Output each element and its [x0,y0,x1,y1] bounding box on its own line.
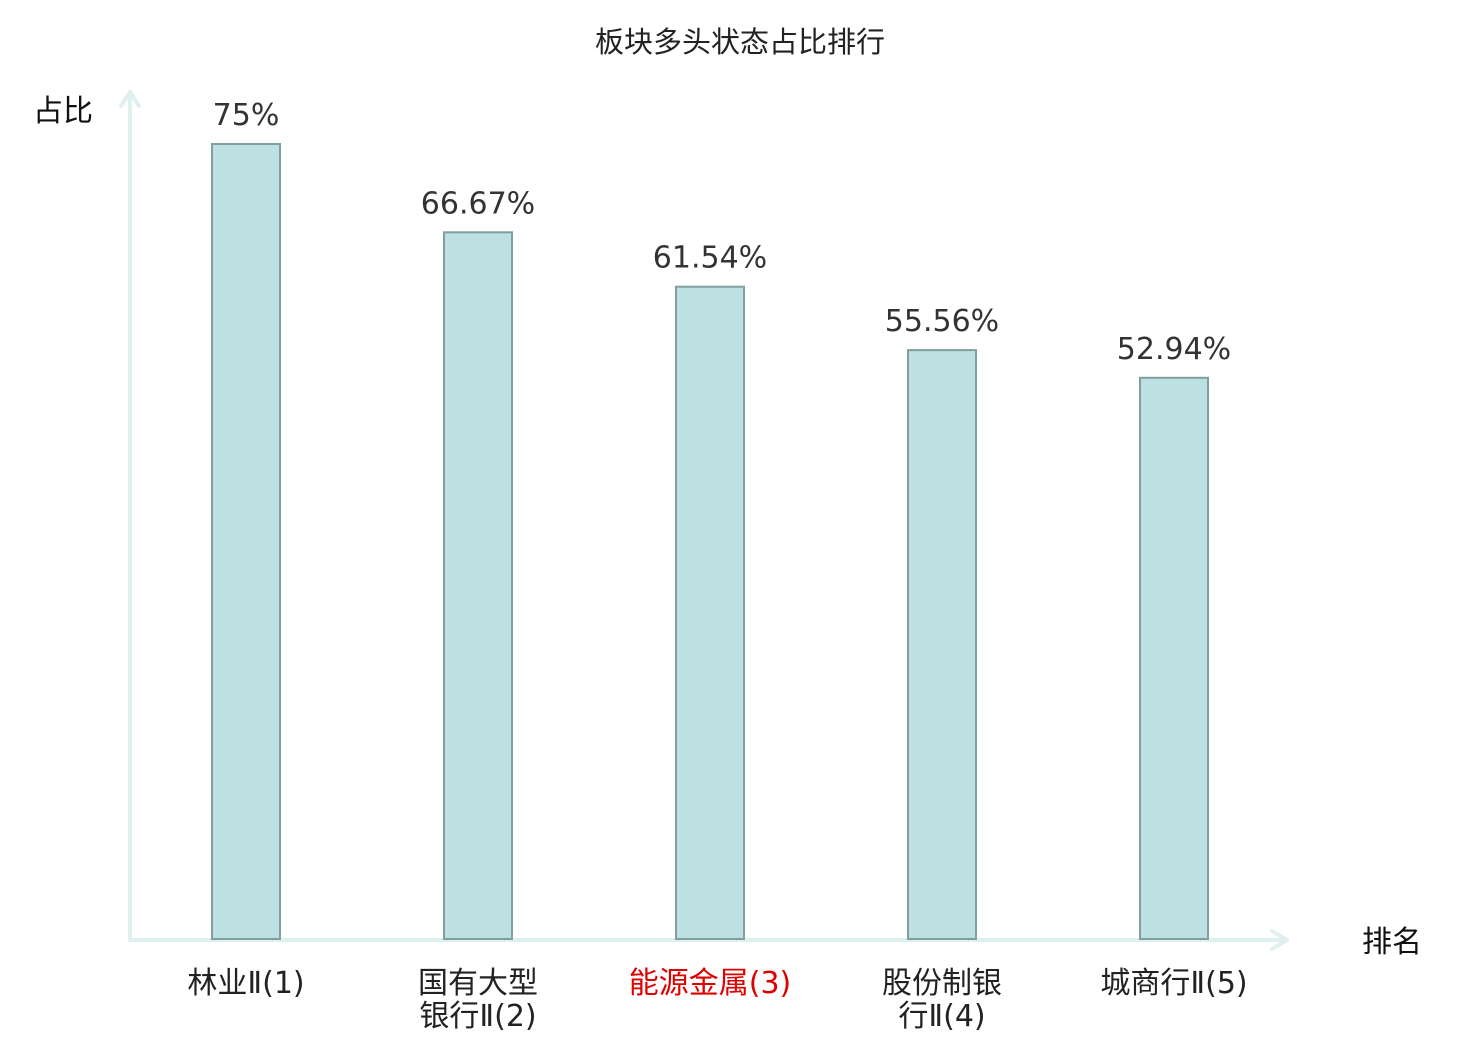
x-tick-label: 股份制银行Ⅱ(4) [882,966,1002,1034]
bar [907,349,977,941]
value-labels-group: 75% 66.67% 61.54% 55.56% 52.94% [213,98,1232,367]
bar-value-label: 61.54% [653,241,767,276]
bar [443,231,513,941]
x-tick-label: 城商行Ⅱ(5) [1100,966,1247,1001]
bar-value-label: 52.94% [1117,332,1231,367]
bar-value-label: 66.67% [421,186,535,221]
chart-axes [119,90,1289,951]
bar-value-label: 55.56% [885,304,999,339]
bar [211,143,281,940]
x-tick-label-line: 股份制银 [882,966,1002,1001]
x-axis-label: 排名 [1362,925,1422,960]
x-tick-label-line: 银行Ⅱ(2) [419,999,536,1034]
x-tick-label: 国有大型银行Ⅱ(2) [418,966,538,1034]
x-axis-arrow-icon [1270,929,1289,951]
y-axis-arrow-icon [119,90,141,108]
x-tick-label: 能源金属(3) [629,966,792,1001]
x-tick-labels-group: 林业Ⅱ(1) 国有大型银行Ⅱ(2) 能源金属(3) 股份制银行Ⅱ(4) 城商行Ⅱ(5) [187,966,1247,1034]
x-tick-label-line: 国有大型 [418,966,538,1001]
x-tick-label-line: 林业Ⅱ(1) [187,966,304,1001]
x-tick-label-line: 能源金属(3) [629,966,792,1001]
bars-group [211,143,1209,941]
y-axis-label: 占比 [33,94,93,129]
bar [675,285,745,940]
bar-value-label: 75% [213,98,280,133]
x-tick-label: 林业Ⅱ(1) [187,966,304,1001]
chart-title: 板块多头状态占比排行 [595,25,885,59]
x-tick-label-line: 城商行Ⅱ(5) [1100,966,1247,1001]
bar [1139,376,1209,940]
x-tick-label-line: 行Ⅱ(4) [898,999,985,1034]
